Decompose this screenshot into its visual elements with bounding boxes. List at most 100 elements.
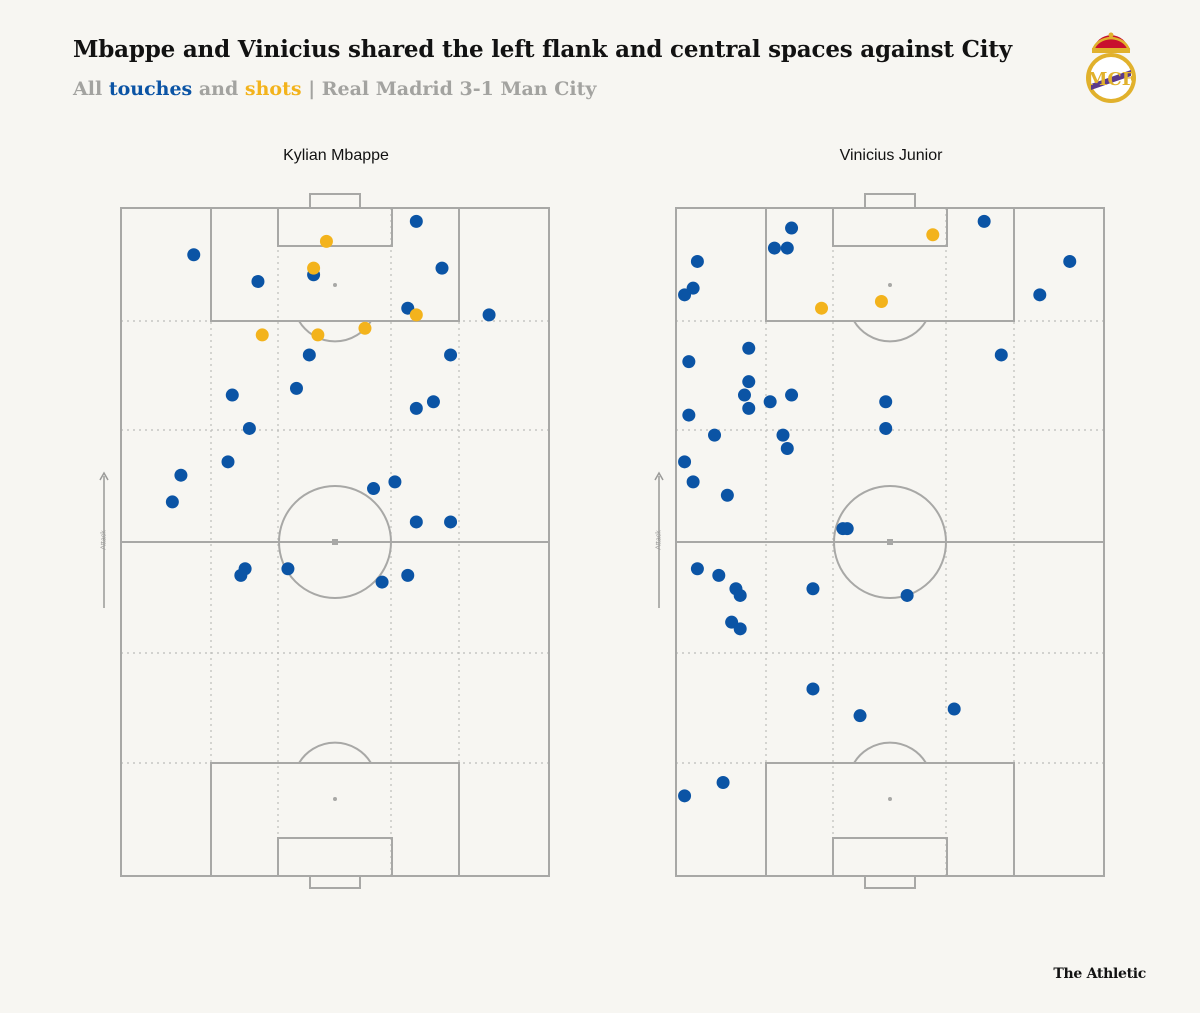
touch-point <box>682 355 695 368</box>
touch-point <box>251 275 264 288</box>
touch-point <box>691 562 704 575</box>
penalty-box-top <box>211 208 459 321</box>
touch-point <box>712 569 725 582</box>
shot-point <box>358 322 371 335</box>
attack-label: Attack <box>101 530 108 549</box>
pitch-field <box>676 194 1104 888</box>
touch-point <box>781 442 794 455</box>
attack-indicator-right: Attack <box>649 470 669 610</box>
shot-point <box>926 228 939 241</box>
touch-point <box>410 215 423 228</box>
touch-point <box>879 422 892 435</box>
penalty-spot-top <box>888 283 892 287</box>
penalty-arc-top <box>854 321 926 341</box>
six-yard-box-top <box>278 208 392 246</box>
pitch-title-vinicius: Vinicius Junior <box>676 147 1106 165</box>
touch-point <box>427 395 440 408</box>
touch-point <box>290 382 303 395</box>
touch-point <box>234 569 247 582</box>
touch-point <box>281 562 294 575</box>
touch-point <box>444 515 457 528</box>
touch-point <box>764 395 777 408</box>
attack-indicator-left: Attack <box>94 470 114 610</box>
penalty-box-bottom <box>211 763 459 876</box>
six-yard-box-bottom <box>278 838 392 876</box>
goal-bottom <box>310 876 360 888</box>
shot-point <box>320 235 333 248</box>
touch-point <box>222 455 235 468</box>
penalty-spot-top <box>333 283 337 287</box>
touch-point <box>303 348 316 361</box>
touch-point <box>901 589 914 602</box>
touch-point <box>678 789 691 802</box>
touch-point <box>243 422 256 435</box>
goal-bottom <box>865 876 915 888</box>
goal-top <box>310 194 360 208</box>
touch-point <box>367 482 380 495</box>
six-yard-box-bottom <box>833 838 947 876</box>
touch-point <box>738 389 751 402</box>
subtitle-middle: and <box>199 78 238 100</box>
svg-text:MCF: MCF <box>1087 69 1134 90</box>
touch-point <box>836 522 849 535</box>
chart-title: Mbappe and Vinicius shared the left flan… <box>73 36 1012 63</box>
touch-point <box>742 375 755 388</box>
legend-touches: touches <box>109 78 192 100</box>
touch-point <box>734 589 747 602</box>
touch-point <box>785 222 798 235</box>
centre-spot <box>887 539 893 545</box>
touch-point <box>401 569 414 582</box>
touch-point <box>483 308 496 321</box>
legend-shots: shots <box>245 78 302 100</box>
touch-point <box>166 495 179 508</box>
subtitle-prefix: All <box>73 78 102 100</box>
touch-point <box>226 389 239 402</box>
touch-point <box>376 576 389 589</box>
touch-point <box>768 242 781 255</box>
touch-point <box>687 475 700 488</box>
shot-point <box>311 328 324 341</box>
touch-point <box>785 389 798 402</box>
touch-point <box>742 342 755 355</box>
touch-point <box>691 255 704 268</box>
shot-point <box>307 262 320 275</box>
touch-point <box>444 348 457 361</box>
touch-point <box>388 475 401 488</box>
touch-point <box>854 709 867 722</box>
penalty-spot-bottom <box>888 797 892 801</box>
touch-point <box>708 429 721 442</box>
touch-point <box>742 402 755 415</box>
centre-spot <box>332 539 338 545</box>
pitch-title-mbappe: Kylian Mbappe <box>121 147 551 165</box>
shot-point <box>875 295 888 308</box>
touch-point <box>806 682 819 695</box>
touch-point <box>995 348 1008 361</box>
touch-point <box>948 703 961 716</box>
touch-point <box>682 409 695 422</box>
touch-point <box>678 455 691 468</box>
brand-logo: The Athletic <box>1053 966 1146 982</box>
shot-point <box>256 328 269 341</box>
pitch-field <box>121 194 549 888</box>
touch-point <box>174 469 187 482</box>
chart-subtitle: All touches and shots | Real Madrid 3-1 … <box>73 78 596 100</box>
shot-point <box>815 302 828 315</box>
touch-point <box>717 776 730 789</box>
penalty-box-top <box>766 208 1014 321</box>
touch-point <box>410 402 423 415</box>
penalty-spot-bottom <box>333 797 337 801</box>
real-madrid-crest-icon: MCF <box>1083 32 1139 104</box>
goal-top <box>865 194 915 208</box>
touch-point <box>734 622 747 635</box>
touch-point <box>187 248 200 261</box>
touch-point <box>1063 255 1076 268</box>
attack-label: Attack <box>656 530 663 549</box>
touch-point <box>721 489 734 502</box>
touch-point <box>1033 288 1046 301</box>
touch-point <box>777 429 790 442</box>
touch-point <box>806 582 819 595</box>
penalty-box-bottom <box>766 763 1014 876</box>
penalty-arc-bottom <box>854 743 926 763</box>
touch-point <box>978 215 991 228</box>
penalty-arc-bottom <box>299 743 371 763</box>
